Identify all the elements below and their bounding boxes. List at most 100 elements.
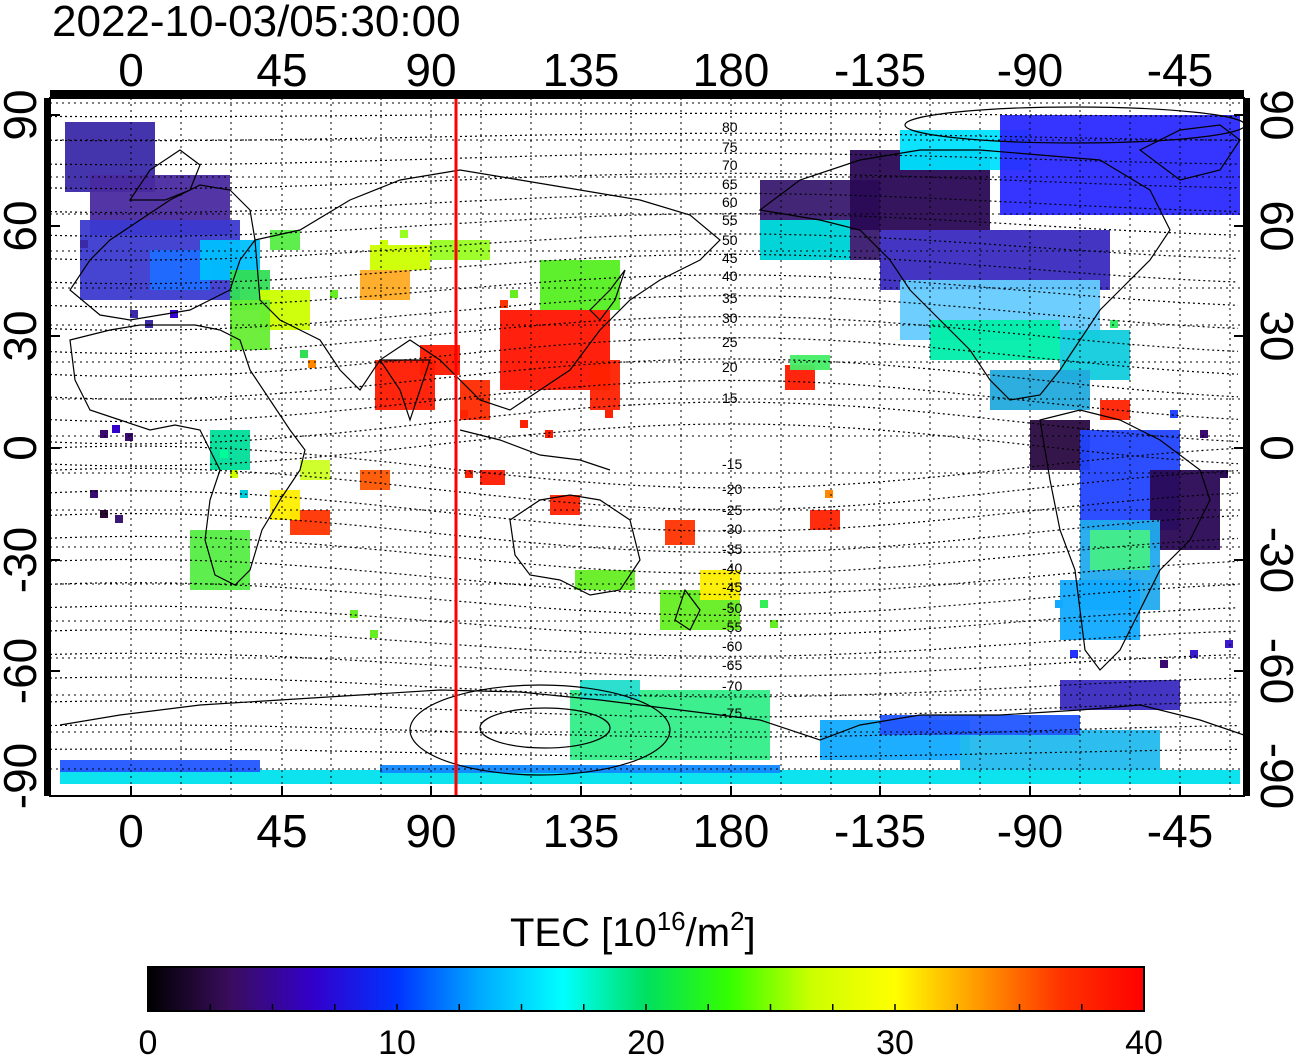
tec-cell	[510, 290, 518, 298]
tec-cell	[80, 240, 88, 248]
geomagnetic-contour-line	[50, 152, 1239, 166]
geomagnetic-contour-line	[50, 445, 1239, 489]
tec-cell	[130, 310, 138, 318]
geomagnetic-contour-line	[50, 676, 1239, 698]
right-lat-label: 90	[1251, 89, 1294, 140]
tec-patch	[430, 240, 490, 260]
coastline-indonesia	[459, 429, 611, 471]
tec-patch	[60, 760, 260, 772]
coastline-antarctica	[59, 689, 1244, 741]
geomagnetic-contour-line	[50, 629, 1239, 657]
colorbar-tick-label: 30	[876, 1024, 914, 1057]
geomagnetic-contour-line	[50, 700, 1239, 718]
tec-cell	[460, 410, 468, 418]
geomagnetic-contour-line	[50, 535, 1239, 575]
tec-patch	[360, 470, 390, 490]
left-latitude-labels: 90 60 30 0 -30 -60 -90	[0, 89, 46, 809]
tec-patch	[960, 730, 1160, 770]
bottom-lon-label: 90	[405, 805, 456, 857]
geomagnetic-contour-line	[50, 605, 1239, 637]
tec-patch	[1060, 580, 1140, 640]
tec-cell	[112, 425, 120, 433]
tec-cell	[1070, 650, 1078, 658]
tec-cell	[400, 230, 408, 238]
graticule	[50, 98, 1244, 796]
geomagnetic-contour-line	[50, 582, 1239, 616]
top-lon-label: -45	[1147, 44, 1213, 96]
top-lon-label: 135	[543, 44, 620, 96]
tec-cell	[240, 490, 248, 498]
tec-cell	[125, 433, 133, 441]
contour-label: -60	[722, 638, 742, 654]
geomagnetic-contour-line	[50, 401, 1239, 445]
left-bar	[44, 98, 50, 796]
tec-cell	[145, 320, 153, 328]
right-latitude-labels: 90 60 30 0 -30 -60 -90	[1251, 89, 1294, 809]
colorbar-gradient	[147, 966, 1145, 1012]
right-lat-label: 60	[1251, 200, 1294, 251]
tec-cell	[380, 240, 388, 248]
magnetic-contour-oval	[479, 707, 611, 749]
tec-cell	[1055, 600, 1063, 608]
right-lat-label: 0	[1251, 435, 1294, 461]
contour-label: -30	[722, 521, 742, 537]
colorbar-title-exp1: 16	[657, 906, 686, 936]
tec-cell	[220, 450, 228, 458]
bottom-lon-label: 45	[256, 805, 307, 857]
right-lat-label: -30	[1251, 527, 1294, 593]
contour-label: -40	[722, 560, 742, 576]
tec-cell	[760, 600, 768, 608]
tec-cell	[330, 290, 338, 298]
tec-patch	[790, 355, 830, 370]
tec-patch	[810, 510, 840, 530]
left-lat-label: 0	[0, 435, 46, 461]
contour-label: 45	[722, 250, 738, 266]
bottom-lon-label: 135	[543, 805, 620, 857]
bottom-lon-label: 180	[693, 805, 770, 857]
geomagnetic-contour-line	[50, 724, 1239, 738]
left-lat-label: -30	[0, 527, 46, 593]
coastline-new-zealand	[674, 588, 701, 631]
tec-patch	[990, 370, 1090, 410]
coastline-south-america	[1039, 409, 1211, 671]
tec-cell	[350, 610, 358, 618]
geomagnetic-contour-line	[50, 423, 1239, 467]
contour-label: -55	[722, 619, 742, 635]
coastline-australia	[509, 494, 641, 596]
tec-cell	[545, 430, 553, 438]
tec-cell	[170, 310, 178, 318]
geomagnetic-contour-line	[50, 295, 1239, 331]
tec-cell	[520, 420, 528, 428]
geomagnetic-contours	[50, 112, 1239, 758]
bottom-lon-label: -135	[834, 805, 926, 857]
top-longitude-labels: 0 45 90 135 180 -135 -90 -45	[118, 44, 1213, 96]
contour-label: -70	[722, 678, 742, 694]
tec-cell	[1190, 650, 1198, 658]
colorbar-title-mid: /m	[686, 911, 730, 955]
right-lat-label: -60	[1251, 638, 1294, 704]
bottom-longitude-labels: 0 45 90 135 180 -135 -90 -45	[118, 805, 1213, 857]
top-lon-label: 180	[693, 44, 770, 96]
tec-cell	[1170, 410, 1178, 418]
contour-label: -50	[722, 600, 742, 616]
tec-cell	[100, 430, 108, 438]
tec-cell	[1225, 640, 1233, 648]
contour-label: 70	[722, 157, 738, 173]
right-lat-label: 30	[1251, 310, 1294, 361]
tec-cell	[370, 630, 378, 638]
geomagnetic-contour-line	[50, 112, 1238, 118]
tec-patch	[540, 260, 620, 310]
tec-cell	[825, 490, 833, 498]
tec-data-layer	[60, 115, 1240, 784]
bottom-lon-label: -45	[1147, 805, 1213, 857]
contour-label: -25	[722, 502, 742, 518]
right-bar	[1244, 98, 1250, 796]
top-lon-label: -90	[997, 44, 1063, 96]
geomagnetic-contour-line	[50, 253, 1239, 285]
coastline-india	[378, 359, 431, 422]
contour-label: 25	[722, 334, 738, 350]
colorbar-tick-label: 40	[1125, 1024, 1163, 1057]
contour-label: -75	[722, 705, 742, 721]
tec-cell	[465, 470, 473, 478]
